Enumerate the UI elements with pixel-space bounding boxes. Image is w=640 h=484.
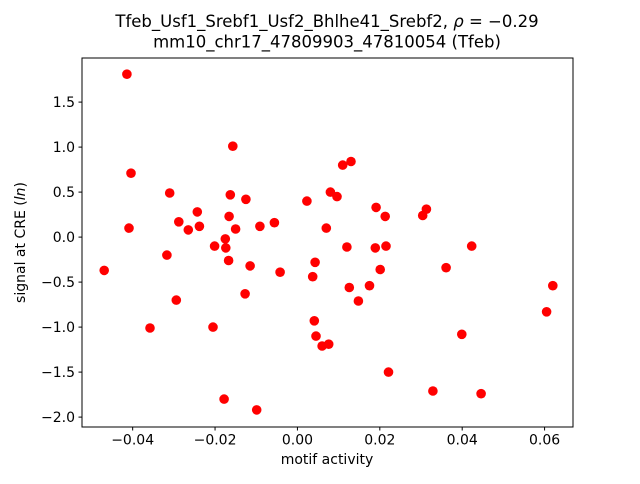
data-point [548, 280, 558, 291]
y-tick-label: −1.0 [41, 320, 75, 336]
y-axis-ticks: −2.0 −1.5 −1.0 −0.5 0.0 0.5 1.0 1.5 [41, 95, 82, 426]
x-tick-label: 0.06 [529, 433, 560, 449]
data-point [122, 69, 132, 79]
data-point [353, 296, 364, 306]
y-axis-label-prefix: signal at CRE ( [13, 200, 29, 303]
data-point [269, 217, 280, 228]
data-point [541, 307, 552, 317]
data-point [240, 289, 250, 299]
data-point [441, 262, 451, 273]
data-point [126, 168, 136, 178]
plot-border [81, 57, 574, 428]
y-tick-label: 0.0 [53, 230, 75, 246]
x-tick-label: 0.00 [282, 433, 313, 449]
data-point [230, 224, 241, 234]
chart-title-rho-value: = −0.29 [464, 12, 539, 31]
x-tick-label: −0.04 [111, 433, 154, 449]
data-point [223, 255, 234, 266]
data-point [332, 191, 342, 202]
data-point [302, 196, 312, 206]
data-point [208, 322, 218, 332]
chart-title-line2: mm10_chr17_47809903_47810054 (Tfeb) [153, 33, 501, 53]
data-point [421, 204, 432, 214]
x-tick-label: 0.02 [364, 433, 395, 449]
x-tick-label: −0.02 [194, 433, 237, 449]
data-point [323, 339, 334, 350]
data-point [124, 223, 134, 233]
y-axis-label: signal at CRE (ln) [13, 182, 29, 303]
y-tick-label: 0.5 [53, 185, 75, 201]
data-point [307, 271, 318, 282]
data-point [381, 241, 391, 251]
data-point [311, 331, 321, 341]
y-tick-label: 1.5 [53, 95, 75, 111]
data-point [171, 295, 182, 305]
data-point [375, 264, 386, 275]
data-point [342, 242, 352, 252]
data-point [337, 160, 348, 170]
data-point [428, 386, 438, 396]
data-point [466, 241, 477, 251]
data-point [321, 223, 332, 233]
data-point [209, 241, 220, 251]
data-point [476, 388, 486, 399]
data-point [309, 316, 320, 326]
data-point [194, 221, 205, 232]
data-point [371, 202, 381, 213]
data-point [310, 257, 320, 268]
data-point [241, 194, 251, 205]
data-point [174, 217, 184, 227]
y-tick-label: 1.0 [53, 140, 75, 156]
rho-symbol: ρ [453, 12, 464, 31]
x-axis-ticks: −0.04 −0.02 0.00 0.02 0.04 0.06 [111, 427, 560, 449]
data-point [346, 156, 356, 167]
y-tick-label: −2.0 [41, 410, 75, 426]
data-point [225, 190, 236, 200]
data-point [221, 243, 231, 253]
y-axis-label-ln-italic: ln [13, 188, 29, 201]
data-point [164, 188, 175, 198]
x-axis-label: motif activity [281, 452, 374, 468]
data-point [228, 141, 238, 151]
y-tick-label: −1.5 [41, 365, 75, 381]
data-point [219, 394, 229, 404]
data-point [344, 282, 355, 293]
data-point [251, 405, 262, 415]
data-point [255, 221, 265, 232]
data-point [183, 225, 194, 235]
data-point [364, 280, 375, 291]
data-point [380, 211, 391, 222]
data-point [220, 234, 231, 244]
x-tick-label: 0.04 [447, 433, 478, 449]
data-point [145, 323, 155, 333]
chart-title-prefix: Tfeb_Usf1_Srebf1_Usf2_Bhlhe41_Srebf2, [114, 12, 453, 32]
y-axis-label-suffix: ) [13, 182, 29, 187]
data-point [99, 265, 109, 276]
chart-title-line1: Tfeb_Usf1_Srebf1_Usf2_Bhlhe41_Srebf2, ρ … [114, 12, 538, 32]
data-point [275, 267, 285, 278]
data-point [192, 207, 203, 217]
data-point [457, 329, 467, 340]
data-point [383, 367, 394, 377]
scatter-points [99, 69, 558, 415]
y-tick-label: −0.5 [41, 275, 75, 291]
data-point [162, 250, 172, 260]
data-point [245, 261, 255, 271]
data-point [370, 243, 381, 253]
data-point [224, 211, 234, 222]
